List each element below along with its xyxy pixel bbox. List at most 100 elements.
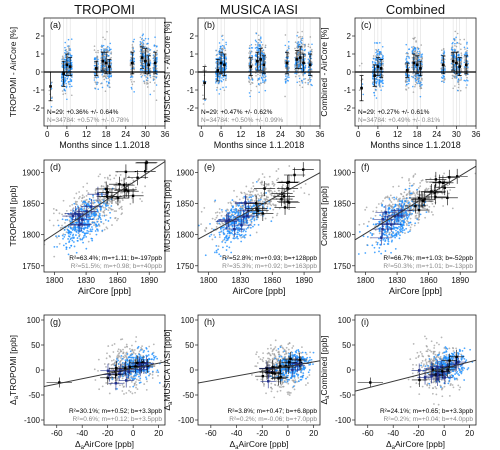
data-point	[152, 57, 155, 59]
data-point	[300, 41, 303, 44]
mean-marker	[295, 58, 299, 61]
stats-annotation: N=34784: +0.50% +/- 0.99%	[201, 117, 283, 124]
data-point	[270, 204, 273, 207]
data-point	[78, 207, 81, 209]
data-point	[141, 191, 144, 194]
y-axis-label: TROPOMI - AirCore [%]	[8, 27, 18, 117]
data-point	[404, 63, 407, 66]
data-point	[131, 46, 134, 48]
data-point	[287, 191, 290, 194]
data-point	[457, 58, 460, 61]
data-point	[296, 46, 298, 49]
data-point	[310, 83, 312, 86]
data-point	[52, 207, 55, 210]
data-point	[113, 177, 116, 180]
data-point	[250, 50, 253, 53]
data-point	[214, 218, 217, 221]
data-point	[420, 81, 422, 84]
data-point	[264, 46, 267, 49]
data-point	[457, 86, 460, 89]
data-point	[406, 60, 408, 63]
mean-marker	[298, 56, 302, 59]
data-point	[146, 83, 148, 85]
data-point	[441, 49, 443, 52]
data-point	[287, 45, 290, 47]
data-point	[381, 45, 384, 48]
data-point	[99, 173, 101, 176]
data-point	[88, 200, 91, 203]
data-point	[109, 178, 112, 181]
data-point	[131, 76, 134, 78]
mean-marker	[123, 189, 127, 192]
data-point	[105, 214, 108, 217]
data-point	[311, 48, 313, 51]
data-point	[224, 68, 227, 71]
data-point	[267, 189, 270, 192]
mean-marker	[95, 67, 98, 70]
data-point	[75, 231, 78, 233]
data-point	[133, 80, 135, 83]
data-point	[222, 86, 224, 89]
data-point	[102, 190, 104, 192]
data-point	[240, 191, 242, 194]
data-point	[251, 54, 253, 57]
data-point	[61, 62, 63, 65]
data-point	[90, 226, 93, 228]
data-point	[227, 202, 230, 204]
data-point	[233, 189, 235, 192]
data-point	[145, 68, 148, 71]
x-tick-label: 1890	[140, 276, 158, 285]
data-point	[132, 48, 134, 51]
data-point	[288, 165, 291, 167]
data-point	[146, 54, 148, 56]
data-point	[120, 191, 122, 194]
data-point	[75, 251, 78, 254]
data-point	[97, 175, 100, 178]
data-point	[287, 55, 289, 58]
data-point	[454, 42, 456, 45]
data-point	[251, 58, 254, 60]
data-point	[65, 246, 68, 249]
mean-marker	[108, 65, 111, 68]
data-point	[421, 79, 423, 81]
data-point	[96, 206, 98, 209]
data-point	[52, 212, 55, 215]
data-point	[107, 177, 109, 180]
data-point	[457, 78, 460, 81]
data-point	[204, 64, 206, 66]
panel-letter: (c)	[361, 20, 372, 30]
data-point	[65, 248, 68, 250]
data-point	[156, 49, 158, 52]
data-point	[71, 203, 74, 206]
data-point	[81, 197, 84, 200]
data-point	[256, 44, 259, 46]
data-point	[454, 85, 456, 87]
data-point	[65, 85, 68, 88]
data-point	[463, 61, 466, 64]
x-tick-label: 36	[472, 130, 481, 139]
data-point	[252, 205, 255, 207]
data-point	[103, 209, 106, 212]
data-point	[287, 46, 290, 49]
data-point	[66, 218, 69, 221]
data-point	[140, 54, 142, 57]
data-point	[220, 208, 223, 211]
data-point	[139, 55, 142, 58]
data-point	[232, 233, 235, 236]
data-point	[250, 213, 253, 216]
data-point	[106, 45, 109, 48]
data-point	[455, 75, 457, 77]
mean-marker	[308, 63, 312, 67]
data-point	[458, 73, 460, 75]
data-point	[294, 70, 297, 72]
data-point	[242, 230, 245, 233]
data-point	[463, 38, 466, 41]
data-point	[86, 221, 89, 223]
data-point	[381, 74, 384, 77]
data-point	[249, 78, 251, 81]
data-point	[248, 52, 250, 54]
data-point	[245, 185, 248, 188]
mean-marker	[464, 63, 468, 67]
data-point	[61, 55, 64, 58]
